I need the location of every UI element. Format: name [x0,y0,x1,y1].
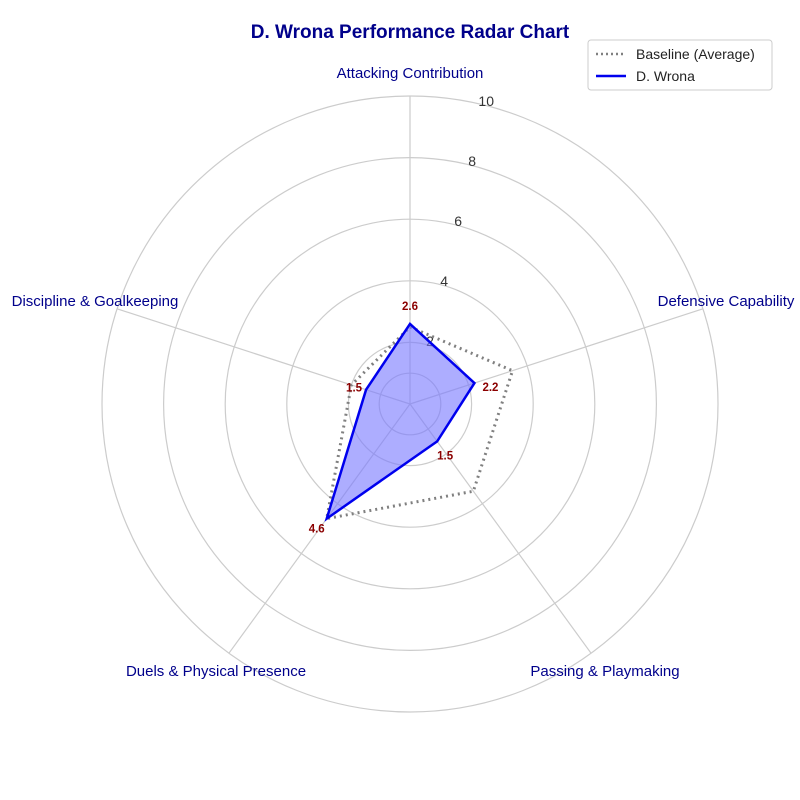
axis-label: Duels & Physical Presence [126,663,306,680]
tick-label: 10 [478,93,494,109]
axis-label: Passing & Playmaking [530,663,679,680]
legend-label-baseline: Baseline (Average) [636,46,755,62]
tick-label: 4 [440,273,448,289]
axis-label: Attacking Contribution [337,65,484,82]
tick-label: 8 [468,153,476,169]
series-baseline-polygon [324,325,515,521]
legend: Baseline (Average) D. Wrona [587,39,773,91]
chart-title: D. Wrona Performance Radar Chart [251,22,570,43]
value-label: 2.6 [402,301,418,313]
axis-label: Defensive Capability [658,293,795,310]
value-label: 1.5 [346,383,363,395]
spoke-line [409,403,592,654]
legend-label-player: D. Wrona [636,68,695,84]
spoke-line [116,308,411,405]
value-label: 1.5 [437,450,454,462]
axis-labels: Attacking Contribution Defensive Capabili… [12,65,795,680]
series-player-polygon [324,322,477,522]
radar-series [324,322,515,522]
axis-label: Discipline & Goalkeeping [12,293,179,310]
value-label: 2.2 [482,382,498,394]
value-labels: 2.6 2.2 1.5 4.6 1.5 [309,301,499,536]
legend-box [587,39,773,91]
tick-label: 6 [454,213,462,229]
value-label: 4.6 [309,524,325,536]
